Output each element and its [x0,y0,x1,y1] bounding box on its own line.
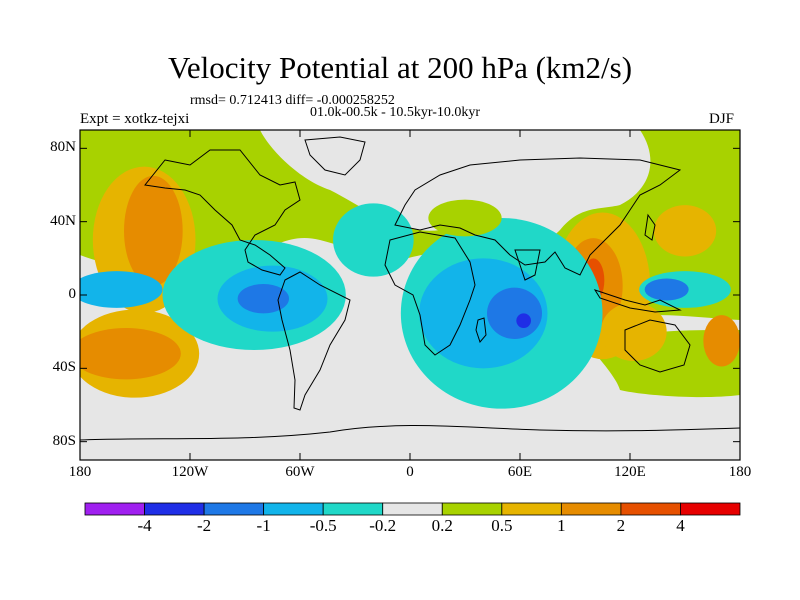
coastlines [80,136,740,441]
contour-mediterranean-positive [428,199,502,237]
contour-north-atlantic-negative [333,203,414,277]
lat-label: 80N [50,139,76,156]
map-panel [80,130,740,460]
colorbar-label: 1 [557,516,566,535]
lon-label: 60E [507,464,533,480]
lon-label: 60W [285,464,315,480]
figure-title: Velocity Potential at 200 hPa (km2/s) [167,50,633,85]
lon-label: 0 [406,464,414,480]
colorbar-swatch [382,502,443,516]
colorbar-swatch [203,502,265,516]
lat-label: 40S [52,359,76,376]
contour-south-west-pacific-positive [600,302,667,361]
colorbar-swatch [84,502,145,516]
colorbar-label: 0.5 [491,516,513,535]
colorbar-swatch [263,502,324,516]
colorbar-swatch [144,502,205,516]
colorbar-swatch [560,502,622,516]
coast-indonesia [593,289,682,313]
colorbar-swatch [322,502,384,516]
period-line: 01.0k-00.5k - 10.5kyr-10.0kyr [310,105,481,120]
coast-eurasia [394,157,682,276]
colorbar-label: 4 [676,516,685,535]
lat-label: 80S [52,432,76,449]
season-label: DJF [709,111,735,127]
colorbar-label: -0.2 [369,516,397,535]
colorbar-swatch [441,502,503,516]
colorbar-label: 0.2 [431,516,453,535]
contour-central-pacific-negative-inner [644,278,689,301]
experiment-label: Expt = xotkz-tejxi [80,111,190,127]
colorbar-label: 2 [616,516,626,535]
colorbar-label: -0.5 [309,516,337,535]
coast-australia [624,319,691,373]
coast-africa [384,231,476,356]
coast-north-america [144,149,301,276]
coast-madagascar [475,317,487,343]
contour-north-west-pacific-positive [653,205,717,257]
contour-regions [80,166,740,409]
colorbar-label: -1 [256,516,271,535]
contour-indian-ocean-negative-core [419,258,548,369]
lon-label: 120E [614,464,646,480]
contour-indian-ocean-negative-inner [487,287,542,340]
colorbar-swatch [620,502,681,516]
colorbar-label: -4 [137,516,152,535]
coast-south-america [277,271,351,411]
colorbar-label: -2 [196,516,212,535]
lat-label: 40N [50,212,76,229]
coast-japan [644,213,656,241]
contour-south-pacific-positive-core [80,328,181,380]
lat-label: 0 [68,286,77,302]
stats-line: rmsd= 0.712413 diff= -0.000258252 [190,93,395,108]
coast-greenland [304,136,366,176]
coast-antarctica [80,425,740,441]
lon-label: 180 [68,464,92,480]
contour-indian-ocean-minimum [516,313,532,328]
contour-north-pacific-positive-core [123,175,183,286]
colorbar [84,502,741,516]
lon-label: 180 [728,464,752,480]
contour-east-pacific-negative [80,271,163,308]
colorbar-swatch [501,502,562,516]
contour-far-south-west-pacific-positive [703,315,740,367]
coast-india [514,249,541,281]
axis-ticks [79,130,741,460]
colorbar-swatch [680,502,741,516]
lon-label: 120W [171,464,209,480]
contour-tropical-america-negative-inner [237,284,289,314]
